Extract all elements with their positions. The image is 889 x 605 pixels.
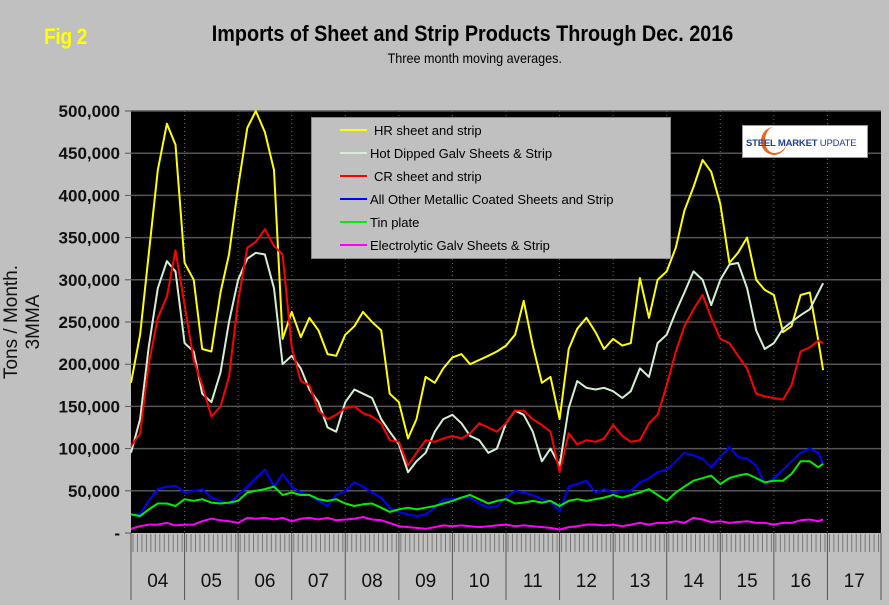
series-line-3 [131,445,825,518]
logo-swoosh-icon [761,127,787,155]
legend-swatch-other-coated [340,198,367,200]
x-tick-label: 10 [469,571,490,592]
y-tick-label: 150,000 [59,397,120,416]
x-tick-label: 15 [737,571,758,592]
x-tick-label: 05 [201,571,222,592]
legend-label-tin: Tin plate [370,214,420,230]
legend-label-hr: HR sheet and strip [374,122,482,138]
legend-item-electrolytic: Electrolytic Galv Sheets & Strip [340,234,550,256]
y-tick-label: - [114,524,120,543]
legend-swatch-electrolytic [340,244,367,246]
y-tick-label: 250,000 [59,313,120,332]
series-line-0 [130,110,825,440]
logo-text: STEEL MARKET UPDATE [746,138,857,149]
legend-swatch-tin [340,221,367,223]
figure-label: Fig 2 [44,24,87,49]
y-tick-label: 350,000 [59,229,120,248]
y-tick-label: 100,000 [59,440,120,459]
logo-text-thin: UPDATE [819,138,857,149]
series-line-2 [130,228,824,474]
y-tick-label: 500,000 [59,102,120,121]
x-tick-label: 04 [147,571,169,592]
legend-item-hdg: Hot Dipped Galv Sheets & Strip [340,142,552,164]
legend-item-other-coated: All Other Metallic Coated Sheets and Str… [340,188,614,210]
y-tick-label: 400,000 [59,186,120,205]
x-tick-label: 13 [629,571,650,592]
x-tick-label: 12 [576,571,597,592]
x-tick-label: 17 [844,571,865,592]
x-tick-label: 11 [523,571,543,592]
logo-text-bold: STEEL MARKET [746,138,818,149]
legend-label-other-coated: All Other Metallic Coated Sheets and Str… [370,191,614,207]
x-tick-label: 14 [683,571,705,592]
legend-swatch-hdg [340,152,367,154]
chart-title: Imports of Sheet and Strip Products Thro… [211,21,734,46]
y-tick-label: 300,000 [59,271,120,290]
legend-label-electrolytic: Electrolytic Galv Sheets & Strip [370,237,550,253]
legend-label-cr: CR sheet and strip [374,168,482,184]
series-line-1 [130,251,824,474]
series-line-5 [130,516,824,531]
steel-market-update-logo: STEEL MARKET UPDATE [742,125,868,158]
x-tick-label: 06 [254,571,275,592]
legend-item-hr: HR sheet and strip [340,119,482,141]
legend-item-tin: Tin plate [340,211,419,233]
x-tick-label: 16 [790,571,811,592]
legend-swatch-cr [340,175,367,177]
y-tick-label: 450,000 [59,144,120,163]
x-tick-label: 07 [308,571,329,592]
legend-label-hdg: Hot Dipped Galv Sheets & Strip [370,145,553,161]
legend: HR sheet and strip Hot Dipped Galv Sheet… [311,117,671,259]
y-tick-label: 200,000 [59,355,120,374]
series-line-4 [130,460,824,518]
x-tick-label: 09 [415,571,436,592]
legend-item-cr: CR sheet and strip [340,165,482,187]
x-tick-label: 08 [362,571,383,592]
legend-swatch-hr [340,129,367,131]
y-tick-label: 50,000 [68,482,120,501]
chart-subtitle: Three month moving averages. [387,50,562,66]
